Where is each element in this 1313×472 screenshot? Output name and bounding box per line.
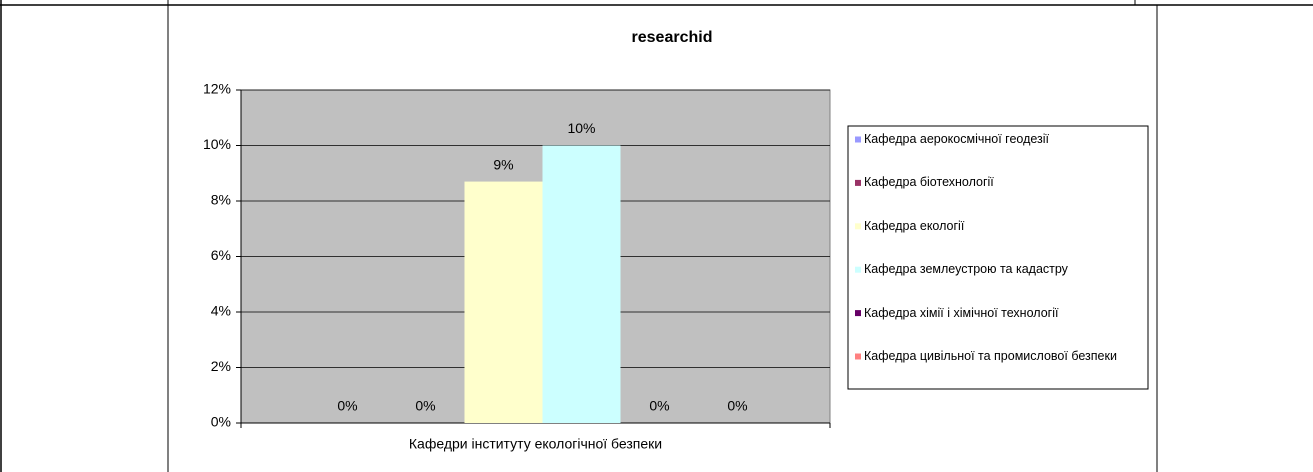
legend-swatch [855, 223, 861, 230]
legend-label: Кафедра землеустрою та кадастру [864, 262, 1068, 277]
data-label: 9% [493, 156, 513, 172]
data-label: 0% [649, 398, 669, 414]
chart-title: researchid [632, 29, 713, 46]
legend-label: Кафедра аерокосмічної геодезії [864, 132, 1050, 146]
y-tick-label: 10% [203, 136, 231, 152]
legend-entry: Кафедра хімії і хімічної технології [864, 305, 1059, 320]
legend-swatch [855, 310, 861, 317]
data-label: 0% [337, 398, 357, 414]
legend-box [847, 125, 1149, 390]
legend-entry: Кафедра екології [864, 218, 965, 233]
y-tick-label: 12% [203, 81, 231, 97]
legend-label: Кафедра екології [864, 218, 965, 233]
legend-entry: Кафедра землеустрою та кадастру [864, 262, 1068, 277]
legend-entry: Кафедра цивільної та промислової безпеки [864, 349, 1117, 363]
y-tick-label: 2% [211, 358, 231, 374]
legend-swatch [855, 136, 861, 143]
bar [542, 145, 621, 423]
legend-entry: Кафедра аерокосмічної геодезії [864, 132, 1050, 146]
legend-label: Кафедра біотехнології [864, 175, 994, 190]
data-label: 0% [415, 398, 435, 414]
data-label: 0% [727, 398, 747, 414]
y-tick-label: 0% [211, 414, 231, 430]
legend-entry: Кафедра біотехнології [864, 175, 994, 190]
legend-label: Кафедра хімії і хімічної технології [864, 305, 1059, 320]
legend-swatch [855, 179, 861, 186]
data-label: 10% [567, 120, 595, 136]
y-tick-label: 8% [211, 192, 231, 208]
bar [464, 181, 543, 423]
y-tick-label: 4% [211, 303, 231, 319]
y-tick-label: 6% [211, 247, 231, 263]
x-tick-label: Кафедри інституту екологічної безпеки [409, 436, 662, 452]
legend-label: Кафедра цивільної та промислової безпеки [864, 349, 1117, 363]
legend-swatch [855, 266, 861, 273]
legend-swatch [855, 353, 861, 360]
